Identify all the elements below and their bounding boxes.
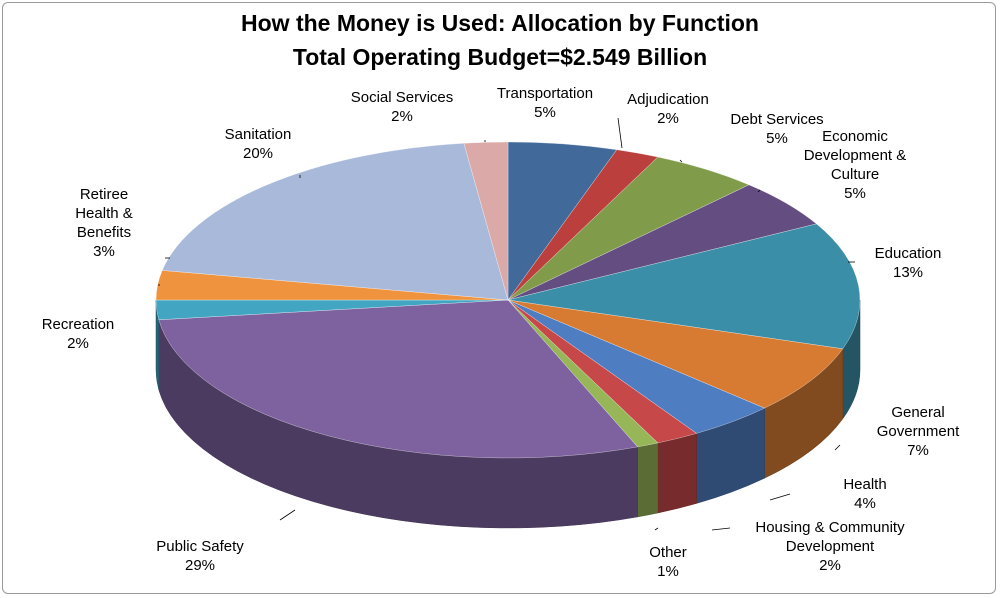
category-label: Public Safety [156,538,244,555]
data-label: General Government 7% [863,403,973,460]
data-label: Health 4% [830,475,900,513]
value-label: 5% [534,104,556,121]
slice-side [657,433,697,514]
category-label: Other [649,544,687,561]
leader-line [711,527,731,531]
data-label: Housing & Community Development 2% [725,518,935,575]
data-label: Sanitation 20% [203,125,313,163]
value-label: 2% [657,110,679,127]
category-label: Recreation [41,316,115,333]
value-label: 1% [657,563,679,580]
slice [158,299,638,459]
value-label: 7% [907,442,929,459]
category-label: Retiree Health & Benefits [75,186,133,241]
category-label: Economic Development & Culture [803,128,907,183]
data-label: Retiree Health & Benefits 3% [64,185,144,261]
value-label: 5% [844,185,866,202]
data-label: Recreation 2% [23,315,133,353]
value-label: 29% [184,557,216,574]
leader-line [617,117,623,149]
category-label: Housing & Community Development [755,519,905,555]
value-label: 3% [93,243,115,260]
leader-line [279,509,296,521]
data-label: Education 13% [853,244,963,282]
value-label: 2% [67,335,89,352]
category-label: Health [843,476,887,493]
leader-line [834,444,841,451]
slice [162,143,509,301]
value-label: 20% [242,145,274,162]
category-label: Adjudication [627,91,709,108]
category-label: Transportation [496,85,594,102]
data-label: Debt Services 5% [717,110,837,148]
leader-line [757,189,761,193]
value-label: 13% [892,264,924,281]
value-label: 5% [766,130,788,147]
category-label: General Government [876,404,960,440]
data-label: Economic Development & Culture 5% [788,127,923,203]
data-label: Public Safety 29% [135,537,265,575]
category-label: Debt Services [730,111,824,128]
chart-subtitle: Total Operating Budget=$2.549 Billion [292,44,708,70]
category-label: Social Services [350,89,454,106]
data-label: Social Services 2% [327,88,477,126]
slice [507,223,861,349]
category-label: Education [874,245,942,262]
leader-line [654,527,659,531]
value-label: 2% [391,108,413,125]
data-label: Other 1% [633,543,703,581]
data-label: Adjudication 2% [608,90,728,128]
slice [507,299,844,409]
value-label: 4% [854,495,876,512]
value-label: 2% [819,557,841,574]
category-label: Sanitation [224,126,292,143]
leader-line [769,493,791,501]
chart-title: How the Money is Used: Allocation by Fun… [241,10,759,36]
slice-side [637,442,659,518]
data-label: Transportation 5% [475,84,615,122]
leader-line [679,159,683,163]
slice [463,141,509,301]
